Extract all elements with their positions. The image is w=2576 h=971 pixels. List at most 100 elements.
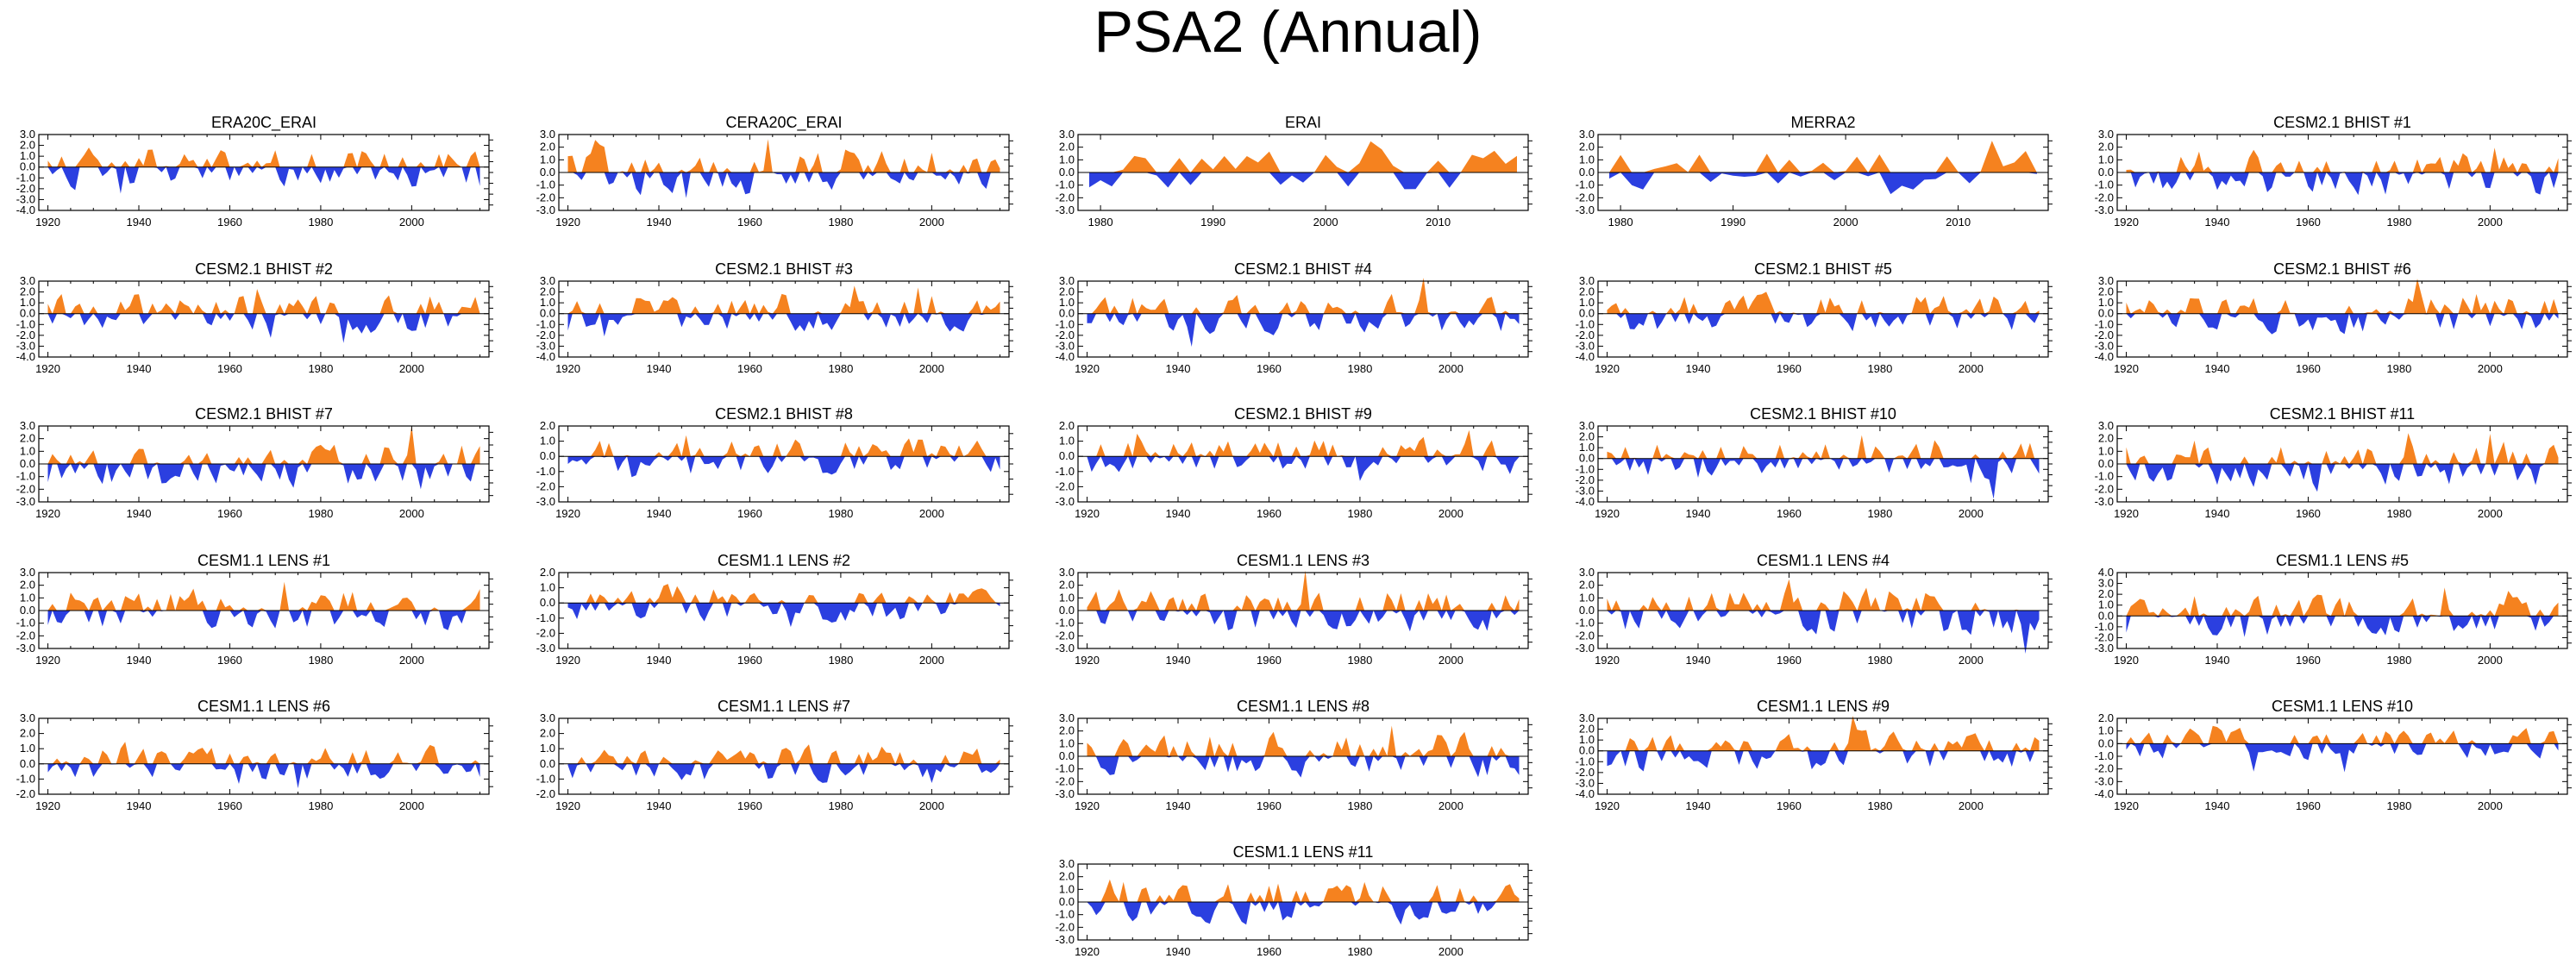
plot-frame <box>558 425 1010 503</box>
y-tick-label: -3.0 <box>536 204 555 216</box>
x-tick-label: 2010 <box>1946 216 1971 229</box>
x-tick-label: 1980 <box>1867 507 1892 520</box>
panel-title: CESM1.1 LENS #1 <box>197 552 330 569</box>
panel-title: MERRA2 <box>1790 114 1855 131</box>
x-tick-label: 1940 <box>1166 654 1191 667</box>
positive-area <box>1087 570 1520 611</box>
x-tick-label: 1920 <box>2114 362 2139 375</box>
x-tick-label: 1980 <box>828 362 853 375</box>
positive-area <box>567 435 1000 457</box>
negative-area <box>1607 313 2040 332</box>
y-tick-label: 2.0 <box>540 141 555 153</box>
y-tick-label: 1.0 <box>540 296 555 309</box>
y-tick-label: -1.0 <box>1576 179 1595 191</box>
x-tick-label: 2000 <box>1959 362 1984 375</box>
y-tick-label: -2.0 <box>1056 920 1075 933</box>
panel-15: CESM2.1 BHIST #11 3.02.01.00.0-1.0-2.0-3.… <box>2095 405 2572 520</box>
y-tick-label: -3.0 <box>1576 339 1595 352</box>
positive-area <box>567 139 1000 172</box>
x-tick-label: 1920 <box>2114 799 2139 812</box>
x-tick-label: 1920 <box>2114 216 2139 229</box>
panel-23: CESM1.1 LENS #83.02.01.00.0-1.0-2.0-3.01… <box>1056 698 1532 812</box>
x-tick-label: 1940 <box>2205 799 2230 812</box>
x-tick-label: 1940 <box>127 654 152 667</box>
negative-area <box>47 464 480 490</box>
y-tick-label: 0.0 <box>1579 166 1595 179</box>
x-tick-label: 1980 <box>828 654 853 667</box>
y-tick-label: -2.0 <box>536 787 555 800</box>
y-tick-label: 1.0 <box>20 149 35 162</box>
y-tick-label: 2.0 <box>20 579 35 592</box>
positive-area <box>567 744 1000 764</box>
x-tick-label: 1940 <box>1166 945 1191 958</box>
y-tick-label: 2.0 <box>20 432 35 445</box>
y-tick-label: 1.0 <box>1579 733 1595 746</box>
plot-frame <box>38 280 490 358</box>
y-tick-label: -2.0 <box>2095 329 2114 341</box>
panel-11: CESM2.1 BHIST #7 3.02.01.00.0-1.0-2.0-3.0… <box>16 405 493 520</box>
y-tick-label: 0.0 <box>1059 895 1075 908</box>
plot-frame <box>1597 280 2049 358</box>
y-tick-label: 3.0 <box>20 128 35 141</box>
y-tick-label: 2.0 <box>20 285 35 298</box>
x-tick-label: 1960 <box>1257 362 1282 375</box>
panel-title: CESM2.1 BHIST #6 <box>2273 260 2411 278</box>
y-tick-label: 2.0 <box>540 727 555 740</box>
x-tick-label: 1960 <box>2296 654 2321 667</box>
y-tick-label: -4.0 <box>2095 350 2114 363</box>
panel-title: CESM1.1 LENS #4 <box>1757 552 1890 569</box>
x-tick-label: 1940 <box>647 216 672 229</box>
y-tick-label: -3.0 <box>1056 495 1075 508</box>
x-tick-label: 1940 <box>1686 507 1711 520</box>
x-tick-label: 2000 <box>399 362 424 375</box>
x-tick-label: 1920 <box>1075 945 1100 958</box>
y-tick-label: 0.0 <box>1059 604 1075 617</box>
y-tick-label: 1.0 <box>1059 882 1075 895</box>
y-tick-label: 0.0 <box>540 596 555 609</box>
x-tick-label: 1980 <box>1347 799 1372 812</box>
y-tick-label: -2.0 <box>2095 762 2114 775</box>
panel-5: CESM2.1 BHIST #1 3.02.01.00.0-1.0-2.0-3.0… <box>2095 114 2572 229</box>
panel-title: CESM1.1 LENS #2 <box>718 552 850 569</box>
x-tick-label: 1920 <box>1595 507 1620 520</box>
negative-area <box>1607 611 2040 654</box>
x-tick-label: 2000 <box>919 216 944 229</box>
x-tick-label: 1980 <box>828 507 853 520</box>
x-tick-label: 1920 <box>35 507 60 520</box>
y-tick-label: -2.0 <box>1056 191 1075 204</box>
y-tick-label: -4.0 <box>1576 495 1595 508</box>
y-tick-label: -1.0 <box>16 317 35 330</box>
x-tick-label: 2000 <box>919 799 944 812</box>
y-tick-label: 1.0 <box>2098 153 2114 166</box>
y-tick-label: 3.0 <box>540 128 555 141</box>
x-tick-label: 1920 <box>35 654 60 667</box>
positive-area <box>47 742 480 764</box>
x-tick-label: 1980 <box>1347 362 1372 375</box>
y-tick-label: 2.0 <box>20 139 35 152</box>
panel-7: CESM2.1 BHIST #3 3.02.01.00.0-1.0-2.0-3.0… <box>536 260 1013 375</box>
x-tick-label: 1990 <box>1200 216 1225 229</box>
y-tick-label: -4.0 <box>536 350 555 363</box>
x-tick-label: 2000 <box>1438 507 1463 520</box>
y-tick-label: 2.0 <box>2098 141 2114 153</box>
negative-area <box>2126 616 2559 637</box>
y-tick-label: 1.0 <box>20 444 35 457</box>
y-tick-label: -4.0 <box>1576 787 1595 800</box>
x-tick-label: 1980 <box>2386 507 2411 520</box>
y-tick-label: 0.0 <box>1579 452 1595 465</box>
panel-20: CESM1.1 LENS #5 4.03.02.01.00.0-1.0-2.0-3… <box>2095 552 2572 667</box>
y-tick-label: 1.0 <box>1579 441 1595 454</box>
panel-title: CESM1.1 LENS #6 <box>197 698 330 715</box>
y-tick-label: -1.0 <box>16 470 35 483</box>
x-tick-label: 1980 <box>308 507 333 520</box>
y-tick-label: -2.0 <box>1056 479 1075 492</box>
x-tick-label: 1920 <box>1595 654 1620 667</box>
y-tick-label: -1.0 <box>1056 179 1075 191</box>
y-tick-label: -2.0 <box>536 626 555 639</box>
panel-17: CESM1.1 LENS #2 2.0 1.0 0.0 -1.0 -2.0 -3.01920… <box>536 552 1013 667</box>
y-tick-label: -2.0 <box>2095 630 2114 643</box>
y-tick-label: -3.0 <box>16 192 35 205</box>
panel-25: CESM1.1 LENS #10 2.01.00.0-1.0-2.0-3.0-4.… <box>2095 698 2572 812</box>
x-tick-label: 1960 <box>1257 654 1282 667</box>
x-tick-label: 2000 <box>2478 362 2503 375</box>
